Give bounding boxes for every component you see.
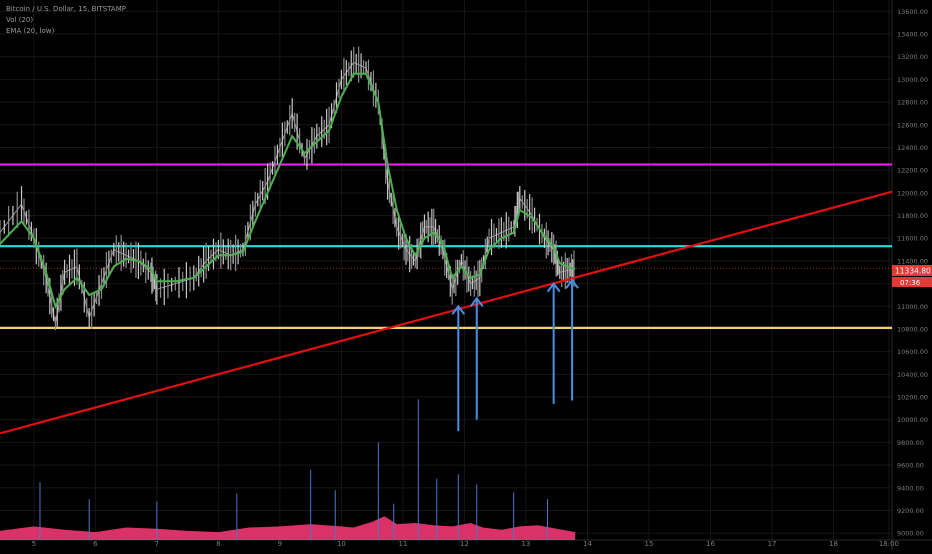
price-tick-label: 11000.00: [897, 303, 928, 311]
time-tick-label: 5: [32, 540, 36, 548]
time-tick-label: 13: [522, 540, 531, 548]
price-tick-label: 13600.00: [897, 8, 928, 16]
chart-legend: Bitcoin / U.S. Dollar, 15, BITSTAMP Vol …: [6, 4, 126, 37]
price-tags: 11334.80 07:36: [892, 265, 932, 287]
symbol-title[interactable]: Bitcoin / U.S. Dollar, 15, BITSTAMP: [6, 5, 126, 13]
current-price-tag: 11334.80: [895, 267, 931, 276]
price-tick-label: 10800.00: [897, 325, 928, 333]
price-tick-label: 13000.00: [897, 76, 928, 84]
price-tick-label: 9400.00: [897, 484, 924, 492]
trendline-red: [0, 190, 893, 435]
price-line: [0, 61, 576, 324]
arrow-head: [546, 281, 561, 293]
price-tick-label: 13200.00: [897, 53, 928, 61]
time-tick-label: 15: [645, 540, 654, 548]
countdown-tag-bg: [892, 277, 932, 287]
time-tick-label: 12: [460, 540, 469, 548]
volume-area: [0, 516, 576, 540]
arrow-head: [469, 296, 484, 307]
arrow-head: [565, 278, 579, 289]
time-tick-label: 7: [155, 540, 159, 548]
time-tick-label: 10: [337, 540, 346, 548]
ema-series: [0, 72, 576, 309]
price-tick-label: 11600.00: [897, 235, 928, 243]
price-tick-label: 12800.00: [897, 99, 928, 107]
volume-indicator-label[interactable]: Vol (20): [6, 16, 34, 24]
time-tick-label: 18:00: [879, 540, 899, 548]
time-tick-label: 9: [278, 540, 282, 548]
price-tick-label: 11400.00: [897, 257, 928, 265]
annotation-arrows[interactable]: [451, 278, 579, 432]
time-tick-label: 8: [216, 540, 220, 548]
price-tick-label: 9600.00: [897, 462, 924, 470]
time-tick-label: 16: [706, 540, 715, 548]
ema-indicator-label[interactable]: EMA (20, low): [6, 27, 55, 35]
price-tick-label: 9000.00: [897, 530, 924, 538]
price-tick-label: 12200.00: [897, 167, 928, 175]
time-tick-label: 6: [93, 540, 98, 548]
price-tick-label: 12000.00: [897, 189, 928, 197]
countdown-tag: 07:36: [900, 279, 921, 287]
price-tick-label: 9200.00: [897, 507, 924, 515]
price-tick-label: 10000.00: [897, 416, 928, 424]
volume-histogram: [0, 399, 576, 540]
time-tick-label: 11: [398, 540, 407, 548]
price-tick-label: 9800.00: [897, 439, 924, 447]
price-tick-label: 10200.00: [897, 394, 928, 402]
price-tick-label: 11800.00: [897, 212, 928, 220]
price-tick-label: 12600.00: [897, 121, 928, 129]
trendline[interactable]: [0, 190, 893, 435]
price-tick-label: 10600.00: [897, 348, 928, 356]
price-tick-label: 12400.00: [897, 144, 928, 152]
time-tick-label: 17: [768, 540, 777, 548]
price-tick-label: 10400.00: [897, 371, 928, 379]
time-tick-label: 14: [583, 540, 592, 548]
time-axis[interactable]: 5 6 7 8 9 10 11 12 13 14 15 16 17 18 18:00: [32, 540, 899, 548]
price-series: [0, 46, 576, 331]
current-price-tag-bg: [892, 265, 932, 276]
horizontal-levels[interactable]: [0, 163, 892, 329]
grid-lines: [0, 0, 892, 540]
ema-line: [0, 72, 576, 309]
arrow-head: [451, 304, 466, 315]
price-tick-label: 13400.00: [897, 31, 928, 39]
time-tick-label: 18: [829, 540, 838, 548]
